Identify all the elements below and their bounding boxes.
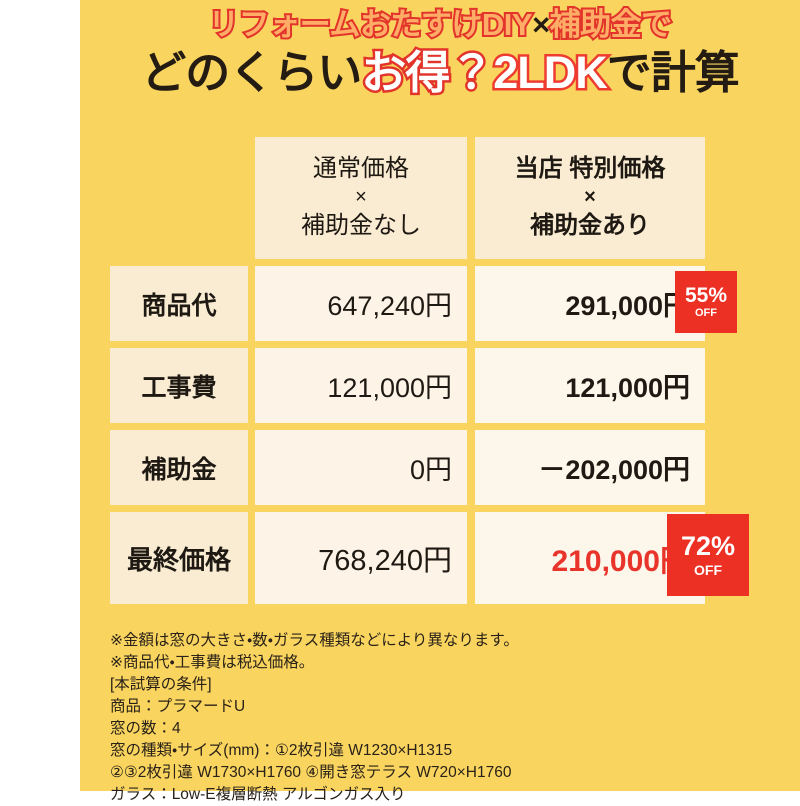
badge-percent: 55% — [684, 284, 728, 307]
footnote-block: ※金額は窓の大きさ・数・ガラス種類などにより異なります。 ※商品代・工事費は税込… — [110, 630, 770, 806]
header-special-cross-icon: × — [584, 186, 596, 209]
footnote-line: 窓の数：4 — [110, 720, 181, 737]
footnote-line: ※商品代・工事費は税込価格。 — [110, 654, 315, 671]
headline-line-1: リフォームおたすけDIY×補助金で — [80, 5, 800, 44]
footnote-line: ※金額は窓の大きさ・数・ガラス種類などにより異なります。 — [110, 632, 519, 649]
row-regular-value: 121,000円 — [255, 348, 467, 423]
badge-off-label: OFF — [694, 562, 722, 578]
headline-block: リフォームおたすけDIY×補助金で どのくらいお得？2LDKで計算 — [80, 5, 800, 100]
badge-percent: 72% — [680, 531, 736, 561]
row-regular-value: 0円 — [255, 430, 467, 505]
row-regular-value: 647,240円 — [255, 266, 467, 341]
row-special-value: 210,000円 72% OFF — [475, 512, 749, 604]
row-label: 最終価格 — [110, 512, 248, 604]
discount-badge-icon: 72% OFF — [667, 514, 749, 596]
discount-badge-icon: 55% OFF — [675, 271, 737, 333]
headline-2ldk-text: 2LDK — [491, 44, 610, 100]
headline-howmuch-text: どのくらい — [141, 46, 362, 98]
footnote-line: ガラス：Low-E複層断熱 アルゴンガス入り — [110, 786, 406, 803]
yellow-panel: リフォームおたすけDIY×補助金で どのくらいお得？2LDKで計算 通常価格 ×… — [80, 0, 800, 803]
footnote-line: ②③2枚引違 W1730×H1760 ④開き窓テラス W720×H1760 — [110, 764, 512, 781]
header-special-line1: 当店 特別価格 — [514, 155, 666, 183]
table-row: 商品代 647,240円 291,000円 55% OFF — [110, 266, 765, 341]
header-corner-cell — [110, 137, 248, 259]
footnote-line: 商品：プラマードU — [110, 698, 246, 715]
row-special-amount: 291,000円 — [565, 291, 690, 321]
price-comparison-table: 通常価格 × 補助金なし 当店 特別価格 × 補助金あり 商品代 647,240… — [110, 137, 765, 611]
row-special-value: 291,000円 55% OFF — [475, 266, 737, 341]
headline-otoku-text: お得？ — [359, 44, 497, 100]
footnote-line: [本試算の条件] — [110, 676, 212, 693]
table-row: 補助金 0円 －202,000円 — [110, 430, 765, 505]
headline-brand-text: リフォームおたすけDIY — [206, 5, 534, 44]
row-label: 商品代 — [110, 266, 248, 341]
header-special-price: 当店 特別価格 × 補助金あり — [475, 137, 705, 259]
badge-off-label: OFF — [695, 307, 717, 319]
headline-subsidy-text: 補助金で — [548, 5, 675, 44]
footnote-line: 窓の種類・サイズ(mm)：①2枚引違 W1230×H1315 — [110, 742, 453, 759]
headline-cross-icon: × — [532, 7, 550, 42]
table-row: 工事費 121,000円 121,000円 — [110, 348, 765, 423]
header-regular-cross-icon: × — [355, 186, 367, 209]
row-special-amount: 210,000円 — [551, 545, 690, 578]
header-special-line2: 補助金あり — [530, 211, 650, 239]
row-label: 工事費 — [110, 348, 248, 423]
headline-line-2: どのくらいお得？2LDKで計算 — [80, 44, 800, 100]
header-regular-line1: 通常価格 — [313, 155, 409, 183]
header-regular-price: 通常価格 × 補助金なし — [255, 137, 467, 259]
header-regular-line2: 補助金なし — [301, 211, 421, 239]
row-special-value: 121,000円 — [475, 348, 705, 423]
table-row-final: 最終価格 768,240円 210,000円 72% OFF — [110, 512, 765, 604]
row-label: 補助金 — [110, 430, 248, 505]
headline-calc-text: で計算 — [606, 46, 740, 98]
table-header-row: 通常価格 × 補助金なし 当店 特別価格 × 補助金あり — [110, 137, 765, 259]
row-regular-value: 768,240円 — [255, 512, 467, 604]
row-special-value: －202,000円 — [475, 430, 705, 505]
